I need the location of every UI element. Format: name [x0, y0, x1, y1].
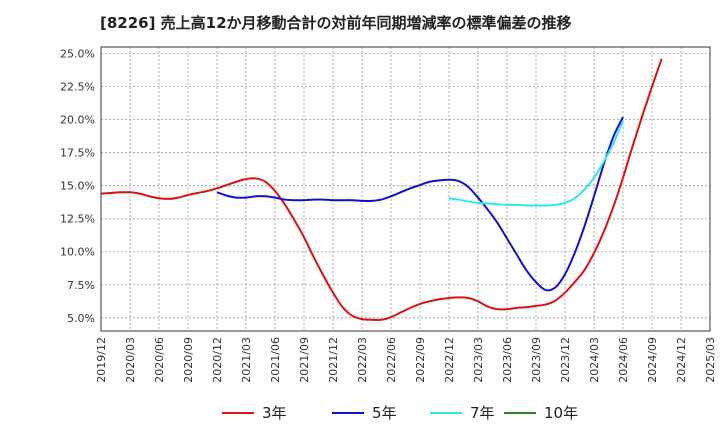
x-tick-label: 2023/06 [501, 337, 514, 383]
x-tick-label: 2022/09 [414, 337, 427, 383]
x-tick-label: 2020/12 [211, 337, 224, 383]
x-tick-label: 2023/03 [472, 337, 485, 383]
legend-swatch [222, 411, 254, 414]
x-tick-label: 2025/03 [704, 337, 717, 383]
x-tick-label: 2021/03 [240, 337, 253, 383]
series-lines [100, 58, 663, 321]
x-axis: 2019/12 2020/03 2020/06 2020/09 2020/12 2021/… [95, 337, 717, 383]
y-tick-label: 20.0% [60, 114, 95, 127]
x-tick-label: 2023/09 [530, 337, 543, 383]
x-tick-label: 2021/06 [269, 337, 282, 383]
y-tick-label: 5.0% [67, 312, 95, 325]
legend-item-7年: 7年 [430, 402, 495, 423]
plot-area [101, 47, 710, 331]
y-tick-label: 12.5% [60, 213, 95, 226]
y-tick-label: 10.0% [60, 246, 95, 259]
y-tick-label: 17.5% [60, 147, 95, 160]
x-tick-label: 2024/09 [646, 337, 659, 383]
series-line-3年 [100, 58, 663, 321]
x-tick-label: 2024/06 [617, 337, 630, 383]
x-tick-label: 2022/03 [356, 337, 369, 383]
x-tick-label: 2020/03 [124, 337, 137, 383]
legend-swatch [504, 411, 536, 414]
series-line-5年 [216, 116, 624, 292]
legend-swatch [430, 411, 462, 414]
x-tick-label: 2021/12 [327, 337, 340, 383]
y-tick-label: 25.0% [60, 48, 95, 61]
legend-item-5年: 5年 [332, 402, 397, 423]
x-tick-label: 2024/03 [588, 337, 601, 383]
x-tick-label: 2019/12 [95, 337, 108, 383]
legend-label: 5年 [372, 404, 397, 422]
x-tick-label: 2022/12 [443, 337, 456, 383]
x-tick-label: 2020/09 [182, 337, 195, 383]
legend: 3年 5年 7年 10年 [0, 402, 720, 426]
x-tick-label: 2020/06 [153, 337, 166, 383]
legend-label: 3年 [262, 404, 287, 422]
legend-item-10年: 10年 [504, 402, 578, 423]
legend-label: 10年 [544, 404, 579, 422]
legend-item-3年: 3年 [222, 402, 287, 423]
y-tick-label: 22.5% [60, 81, 95, 94]
x-tick-label: 2024/12 [675, 337, 688, 383]
y-axis: 5.0% 7.5% 10.0% 12.5% 15.0% 17.5% 20.0% 22.5% 25… [60, 48, 95, 325]
legend-label: 7年 [470, 404, 495, 422]
x-tick-label: 2023/12 [559, 337, 572, 383]
legend-swatch [332, 411, 364, 414]
chart-title: [8226] 売上高12か月移動合計の対前年同期増減率の標準偏差の推移 [100, 14, 572, 32]
x-tick-label: 2021/09 [298, 337, 311, 383]
y-tick-label: 15.0% [60, 180, 95, 193]
plot-border [100, 46, 711, 332]
series-line-7年 [448, 120, 624, 207]
x-tick-label: 2022/06 [385, 337, 398, 383]
y-tick-label: 7.5% [67, 279, 95, 292]
